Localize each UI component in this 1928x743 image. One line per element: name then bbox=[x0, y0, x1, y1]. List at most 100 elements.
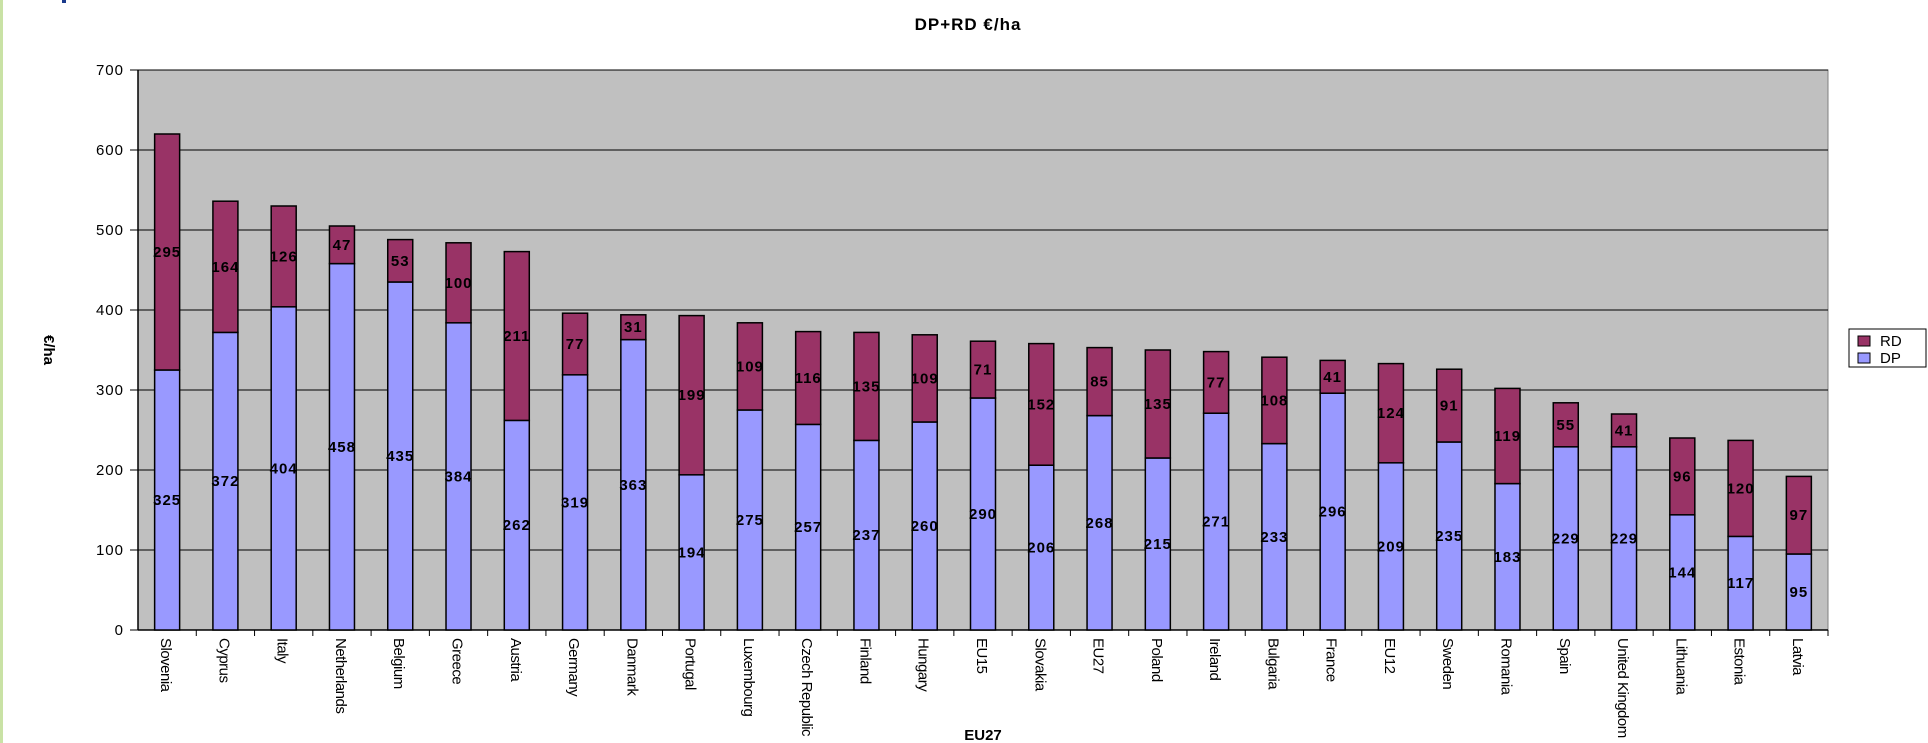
bar-rd bbox=[153, 133, 181, 371]
data-label-rd: 77 bbox=[1207, 374, 1226, 391]
bar-rd bbox=[678, 314, 705, 476]
data-label-rd: 109 bbox=[736, 358, 764, 375]
bar-rd bbox=[1202, 350, 1230, 414]
x-tick-label: Danmark bbox=[623, 638, 640, 696]
data-label-rd: 119 bbox=[1494, 428, 1521, 445]
bar-rd bbox=[1261, 356, 1288, 445]
left-edge-stripe bbox=[0, 0, 3, 743]
x-tick-label: Lithuania bbox=[1672, 638, 1689, 696]
bar-rd bbox=[212, 200, 239, 334]
bar-rd bbox=[1319, 359, 1346, 394]
data-label-rd: 126 bbox=[270, 248, 298, 265]
data-label-dp: 319 bbox=[561, 494, 589, 511]
bar-rd bbox=[503, 250, 531, 422]
data-label-rd: 85 bbox=[1090, 374, 1109, 391]
y-tick-label: 100 bbox=[96, 542, 124, 559]
bars bbox=[153, 133, 1813, 631]
data-label-rd: 211 bbox=[503, 328, 530, 345]
data-label-rd: 41 bbox=[1615, 422, 1634, 439]
x-tick-label: Spain bbox=[1556, 638, 1573, 674]
bar-dp bbox=[1202, 412, 1230, 631]
y-tick-label: 600 bbox=[96, 142, 124, 159]
legend-label-rd: RD bbox=[1880, 333, 1902, 350]
x-tick-label: Netherlands bbox=[332, 638, 349, 713]
bar-dp bbox=[1669, 514, 1696, 631]
x-tick-label: Cyprus bbox=[215, 638, 232, 683]
x-axis-ticks: Slovenia Cyprus Italy Netherlands Belgium Gre… bbox=[157, 630, 1829, 738]
data-label-dp: 458 bbox=[328, 439, 356, 456]
x-tick-label: Poland bbox=[1148, 638, 1165, 682]
x-tick-label: United Kingdom bbox=[1614, 638, 1631, 738]
y-tick-label: 400 bbox=[96, 302, 124, 319]
bar-rd bbox=[328, 225, 356, 265]
data-label-rd: 41 bbox=[1323, 369, 1342, 386]
data-label-rd: 109 bbox=[911, 370, 939, 387]
legend-swatch-dp bbox=[1857, 352, 1871, 364]
x-tick-label: Hungary bbox=[915, 638, 932, 692]
bar-rd bbox=[911, 334, 938, 423]
data-label-rd: 152 bbox=[1027, 396, 1055, 413]
y-tick-label: 0 bbox=[115, 622, 124, 639]
data-label-dp: 268 bbox=[1086, 515, 1114, 532]
x-tick-label: Romania bbox=[1497, 638, 1514, 696]
y-tick-label: 700 bbox=[96, 62, 124, 79]
data-label-dp: 257 bbox=[794, 519, 822, 536]
data-label-dp: 372 bbox=[211, 473, 239, 490]
bar-rd bbox=[969, 340, 997, 399]
data-label-dp: 275 bbox=[736, 512, 764, 529]
y-axis: 0 100 200 300 400 500 600 700 bbox=[96, 62, 1828, 639]
bar-dp bbox=[1086, 414, 1113, 631]
data-label-rd: 96 bbox=[1673, 468, 1692, 485]
data-label-rd: 71 bbox=[974, 362, 993, 379]
bar-rd bbox=[1144, 349, 1172, 459]
data-label-dp: 233 bbox=[1260, 529, 1288, 546]
data-label-dp: 296 bbox=[1319, 504, 1347, 521]
bar-dp bbox=[1552, 446, 1580, 631]
bar-rd bbox=[1727, 439, 1754, 538]
data-label-dp: 262 bbox=[503, 517, 531, 534]
x-tick-label: Germany bbox=[565, 638, 582, 697]
data-label-dp: 229 bbox=[1610, 530, 1638, 547]
bar-rd bbox=[853, 331, 880, 442]
data-label-rd: 124 bbox=[1377, 405, 1405, 422]
data-label-rd: 97 bbox=[1790, 507, 1809, 524]
x-axis-title: EU27 bbox=[964, 727, 1002, 743]
bar-rd bbox=[270, 205, 297, 308]
data-label-dp: 404 bbox=[270, 460, 298, 477]
x-tick-label: Estonia bbox=[1731, 638, 1748, 686]
legend-swatch-rd bbox=[1857, 335, 1871, 347]
y-axis-title: €/ha bbox=[40, 335, 57, 366]
bar-rd bbox=[445, 242, 472, 324]
x-tick-label: Sweden bbox=[1439, 638, 1456, 689]
data-label-dp: 194 bbox=[678, 544, 706, 561]
bar-rd bbox=[1610, 413, 1638, 448]
data-label-rd: 31 bbox=[624, 319, 643, 336]
x-tick-label: Greece bbox=[449, 638, 466, 684]
y-tick-label: 300 bbox=[96, 382, 124, 399]
data-labels: 325 295 372 164 404 126 458 47 435 53 384 100 262 211… bbox=[153, 237, 1809, 601]
y-tick-label: 500 bbox=[96, 222, 124, 239]
data-label-dp: 237 bbox=[852, 527, 880, 544]
data-label-rd: 47 bbox=[333, 237, 352, 254]
data-label-rd: 199 bbox=[678, 387, 706, 404]
bar-dp bbox=[1028, 464, 1055, 631]
bar-dp bbox=[678, 474, 705, 631]
data-label-dp: 215 bbox=[1144, 536, 1172, 553]
data-label-rd: 77 bbox=[566, 336, 585, 353]
bar-rd bbox=[561, 312, 589, 376]
bar-dp bbox=[153, 369, 181, 631]
bar-dp bbox=[1494, 482, 1521, 631]
bar-dp bbox=[212, 331, 239, 631]
data-label-dp: 384 bbox=[445, 468, 473, 485]
bar-dp bbox=[853, 439, 880, 631]
bar-rd bbox=[1552, 402, 1580, 448]
x-tick-label: Bulgaria bbox=[1264, 638, 1281, 690]
bar-dp bbox=[1435, 441, 1463, 631]
data-label-rd: 108 bbox=[1260, 392, 1288, 409]
bar-dp bbox=[328, 262, 356, 631]
bar-dp bbox=[794, 423, 822, 631]
bar-rd bbox=[386, 238, 414, 283]
data-label-dp: 271 bbox=[1202, 514, 1230, 531]
data-label-dp: 235 bbox=[1435, 528, 1463, 545]
